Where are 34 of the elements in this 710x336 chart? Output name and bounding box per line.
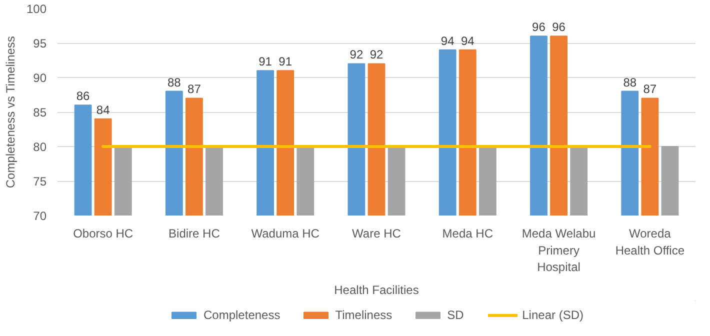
x-tick-label: Woreda Health Office [615,226,685,258]
y-tick-label: 85 [33,106,47,120]
x-tick-label: Ware HC [352,226,402,240]
data-label: 84 [96,102,110,117]
legend-label: SD [447,308,465,322]
x-tick-label: Meda Welabu Primery Hospital [522,226,596,274]
data-label: 94 [460,34,475,48]
y-tick-label: 95 [33,36,47,50]
data-label: 91 [258,54,272,69]
x-tick-label: Waduma HC [251,226,320,240]
data-label: 94 [440,34,455,48]
data-label: 88 [167,75,182,90]
y-tick-label: 100 [26,2,47,16]
data-label: 96 [552,20,566,34]
legend-label: Linear (SD) [522,308,584,322]
data-label: 92 [350,48,364,62]
data-label: 88 [623,75,637,90]
data-label: 87 [188,82,202,96]
data-label: 86 [76,89,90,104]
data-label: 91 [278,54,292,69]
data-label: 96 [532,20,546,34]
legend-label: Timeliness [335,308,392,322]
data-label: 87 [643,82,657,96]
x-axis-title: Health Facilities [334,283,419,298]
y-axis-title: Completeness vs Timeliness [3,36,18,188]
x-tick-label: Oborso HC [73,226,134,240]
y-tick-label: 70 [33,209,47,223]
x-tick-label: Meda HC [442,226,494,240]
x-tick-label: Bidire HC [168,226,220,240]
legend-label: Completeness [204,308,280,322]
data-label: 92 [370,48,384,62]
y-tick-label: 75 [33,174,47,188]
y-tick-label: 90 [33,71,47,85]
y-tick-label: 80 [33,140,47,154]
